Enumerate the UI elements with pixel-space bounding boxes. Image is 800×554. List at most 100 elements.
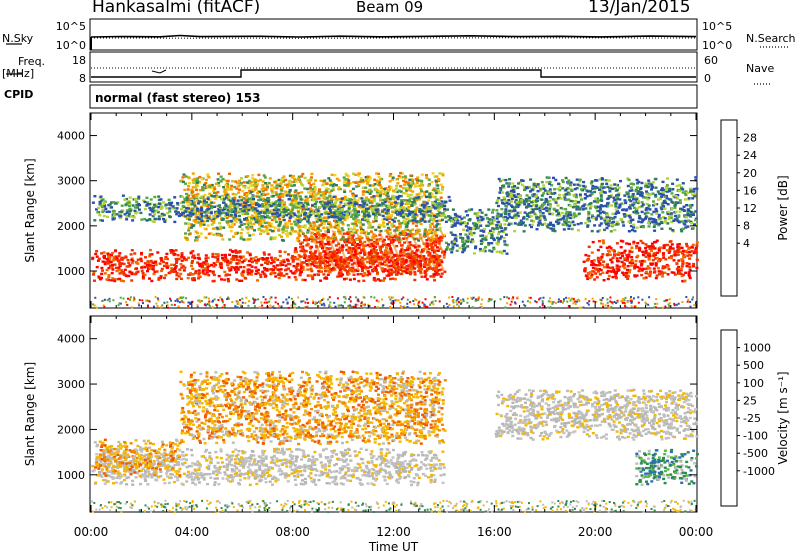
power-cell bbox=[331, 187, 335, 190]
power-cell bbox=[242, 222, 246, 226]
power-cell bbox=[470, 240, 473, 244]
power-cell bbox=[490, 234, 494, 238]
power-cell bbox=[202, 215, 206, 218]
power-cell bbox=[133, 209, 137, 212]
power-cell bbox=[605, 226, 609, 230]
power-cell bbox=[378, 184, 382, 187]
power-cell bbox=[653, 270, 657, 273]
power-cell bbox=[586, 257, 590, 261]
power-cell bbox=[635, 245, 639, 248]
power-cell bbox=[385, 199, 389, 203]
power-cell bbox=[271, 187, 275, 191]
power-cell bbox=[336, 275, 340, 278]
power-cell bbox=[159, 205, 163, 208]
power-cell bbox=[280, 199, 284, 202]
power-cell bbox=[620, 251, 624, 255]
power-cell bbox=[111, 277, 115, 280]
power-cell bbox=[137, 197, 141, 200]
power-cell bbox=[197, 271, 201, 275]
power-cell bbox=[436, 198, 439, 201]
power-cell bbox=[379, 191, 383, 194]
power-cell bbox=[137, 195, 141, 198]
power-cell bbox=[285, 214, 289, 217]
power-cell bbox=[597, 270, 600, 273]
power-cell bbox=[412, 202, 416, 205]
power-cell bbox=[402, 219, 406, 222]
power-cell bbox=[211, 227, 215, 230]
beam-label: Beam 09 bbox=[356, 0, 424, 16]
power-cell bbox=[292, 206, 296, 209]
power-cell bbox=[246, 219, 249, 222]
power-cell bbox=[268, 177, 272, 180]
power-cell bbox=[484, 246, 488, 249]
power-cell bbox=[249, 190, 253, 193]
power-cell bbox=[685, 264, 689, 268]
power-cell bbox=[367, 189, 371, 192]
power-cell bbox=[365, 203, 369, 206]
power-cell bbox=[641, 259, 644, 263]
power-cell bbox=[103, 254, 106, 258]
power-cell bbox=[345, 174, 349, 177]
power-cell bbox=[376, 208, 380, 211]
power-cell bbox=[148, 218, 152, 221]
power-cell bbox=[381, 202, 385, 205]
power-cell bbox=[221, 194, 224, 198]
power-cell bbox=[690, 250, 694, 253]
power-cell bbox=[350, 200, 354, 203]
power-cell bbox=[487, 232, 491, 235]
power-cell bbox=[221, 177, 225, 181]
power-cell bbox=[334, 201, 337, 204]
power-cell bbox=[679, 250, 683, 253]
power-cell bbox=[560, 211, 564, 215]
power-cell bbox=[210, 263, 213, 267]
power-cell bbox=[578, 195, 582, 198]
power-cell bbox=[393, 190, 397, 193]
power-cell bbox=[497, 232, 500, 236]
power-cell bbox=[331, 198, 335, 201]
power-cell bbox=[390, 271, 394, 275]
power-cell bbox=[679, 269, 683, 272]
power-cell bbox=[224, 274, 228, 277]
power-cell bbox=[254, 179, 258, 182]
power-cell bbox=[349, 190, 353, 193]
power-cell bbox=[632, 226, 636, 229]
power-cell bbox=[175, 271, 179, 275]
power-cell bbox=[269, 204, 273, 208]
power-cell bbox=[128, 203, 132, 206]
power-cell bbox=[283, 250, 287, 254]
power-cell bbox=[490, 250, 494, 253]
power-cell bbox=[285, 229, 288, 232]
power-cell bbox=[651, 258, 655, 262]
power-cell bbox=[179, 201, 183, 205]
power-cell bbox=[234, 215, 238, 218]
power-cell bbox=[298, 213, 302, 216]
power-cell bbox=[255, 209, 259, 212]
power-cell bbox=[355, 202, 359, 206]
power-cell bbox=[654, 240, 658, 244]
power-cell bbox=[347, 205, 351, 209]
power-cell bbox=[606, 269, 610, 273]
power-cell bbox=[395, 178, 399, 181]
power-cell bbox=[294, 180, 298, 183]
power-cell bbox=[395, 190, 399, 194]
power-cell bbox=[665, 263, 669, 267]
power-cell bbox=[202, 202, 206, 206]
power-cell bbox=[575, 187, 579, 190]
power-cell bbox=[503, 199, 507, 202]
power-cell bbox=[240, 199, 244, 202]
power-cell bbox=[418, 210, 422, 213]
power-cell bbox=[425, 176, 429, 180]
power-cell bbox=[161, 201, 165, 204]
power-cell bbox=[433, 195, 437, 198]
power-cell bbox=[412, 215, 416, 218]
power-cell bbox=[175, 261, 178, 265]
power-cell bbox=[301, 184, 305, 187]
power-cell bbox=[226, 223, 230, 226]
power-cell bbox=[440, 218, 444, 221]
power-cell bbox=[197, 235, 201, 238]
power-cell bbox=[373, 279, 377, 282]
power-cell bbox=[436, 187, 440, 190]
power-cell bbox=[329, 209, 332, 212]
power-cell bbox=[646, 265, 650, 268]
